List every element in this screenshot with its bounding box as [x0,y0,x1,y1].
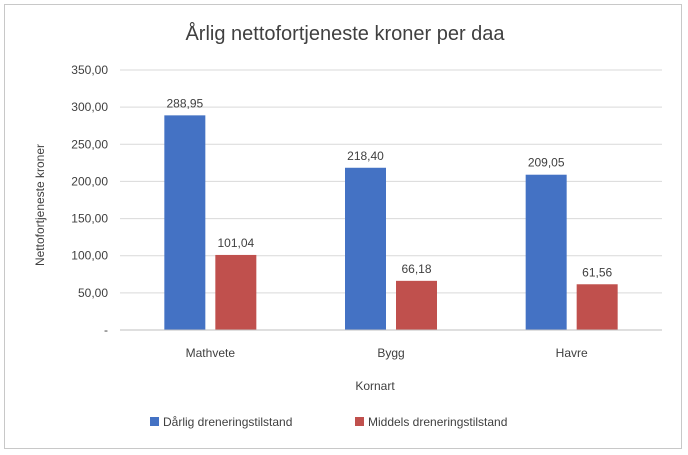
chart-title: Årlig nettofortjeneste kroner per daa [185,22,505,45]
legend-swatch [150,417,159,426]
chart-frame [4,4,682,449]
x-tick-label: Havre [556,346,588,360]
y-tick-label: 100,00 [71,249,108,263]
legend-label: Dårlig dreneringstilstand [163,415,292,429]
y-tick-label: - [104,323,108,337]
data-label: 209,05 [528,156,565,170]
y-tick-label: 150,00 [71,212,108,226]
legend-label: Middels dreneringstilstand [368,415,507,429]
x-axis-ticks: Mathvete Bygg Havre [186,346,588,360]
x-tick-label: Bygg [377,346,404,360]
legend-swatch [355,417,364,426]
bar [576,284,618,330]
data-label: 101,04 [217,236,254,250]
y-tick-label: 200,00 [71,174,108,188]
y-axis-ticks: - 50,00 100,00 150,00 200,00 250,00 300,00 350,… [71,63,108,337]
bar [164,115,206,330]
y-tick-label: 250,00 [71,137,108,151]
bar [345,167,386,330]
legend: Dårlig dreneringstilstand Middels dreneri… [150,415,507,429]
y-tick-label: 350,00 [71,63,108,77]
bar [525,174,567,330]
data-label: 288,95 [166,96,203,110]
y-tick-label: 300,00 [71,100,108,114]
bars: 288,95 101,04 218,40 66,18 209,05 61,56 [120,96,662,331]
x-axis-label: Kornart [355,379,395,393]
data-label: 66,18 [401,262,431,276]
bar [215,254,257,330]
x-tick-label: Mathvete [186,346,236,360]
y-axis-label: Nettofortjeneste kroner [33,144,47,266]
data-label: 218,40 [347,149,384,163]
data-label: 61,56 [582,265,612,279]
y-tick-label: 50,00 [78,286,108,300]
bar [396,280,437,330]
